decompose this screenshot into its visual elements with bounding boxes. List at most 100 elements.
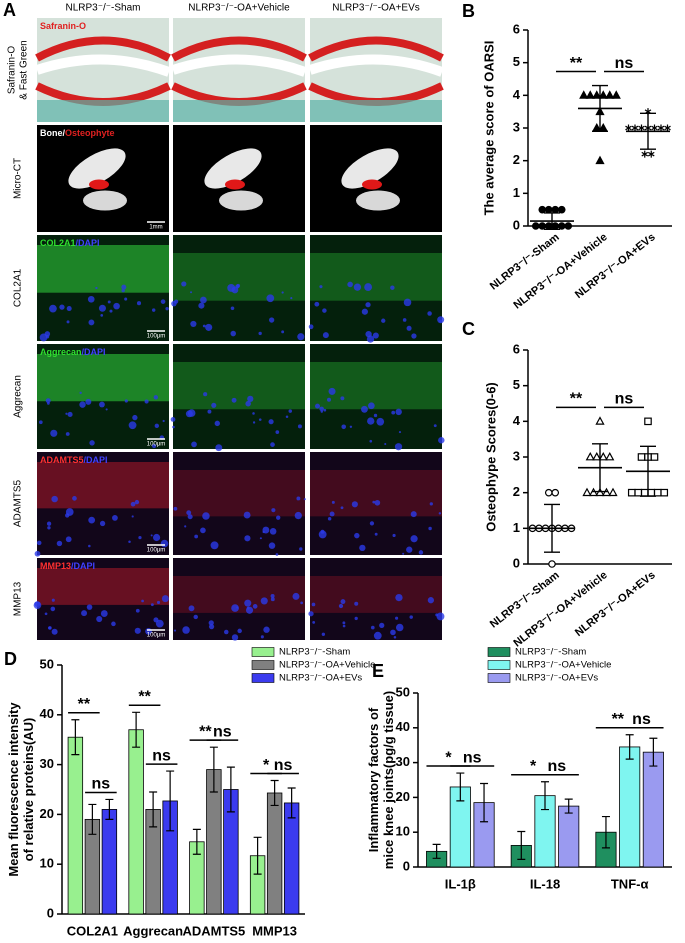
nucleus (208, 620, 214, 626)
error-bar (105, 798, 114, 820)
data-point (640, 488, 649, 497)
significance-label: ** (570, 55, 583, 72)
nucleus (131, 515, 134, 518)
micrograph (37, 344, 169, 449)
stain-band (173, 253, 305, 301)
nucleus (156, 600, 161, 605)
nucleus (205, 323, 213, 331)
stain-label: MMP13/DAPI (40, 561, 95, 571)
tissue (35, 36, 171, 62)
nucleus (112, 515, 118, 521)
nucleus (224, 629, 229, 635)
error-bar (132, 711, 141, 748)
nucleus (95, 286, 98, 290)
nucleus (144, 399, 149, 404)
y-tick-label: 6 (513, 341, 520, 356)
data-point (631, 124, 639, 132)
nucleus (190, 320, 197, 328)
nucleus (150, 534, 153, 537)
nucleus (379, 622, 385, 629)
error-bar (166, 770, 175, 832)
data-point (608, 487, 618, 497)
stain-label: COL2A1/DAPI (40, 238, 100, 248)
data-point (595, 416, 605, 425)
stroma (173, 100, 305, 122)
x-tick-label: IL-18 (530, 876, 560, 891)
nucleus (364, 283, 373, 292)
nucleus (121, 288, 125, 293)
nucleus (65, 536, 72, 543)
error-bar (649, 737, 658, 767)
nucleus (406, 546, 413, 553)
nucleus (353, 283, 362, 291)
nucleus (365, 330, 372, 338)
x-tick-label: ADAMTS5 (182, 923, 245, 938)
significance-label: ** (78, 696, 91, 713)
nucleus (290, 297, 293, 300)
nucleus (67, 411, 73, 417)
nucleus (252, 421, 256, 424)
nucleus (202, 324, 206, 328)
image-background (310, 235, 442, 341)
nucleus (45, 334, 50, 339)
nucleus (384, 442, 387, 446)
data-point (557, 205, 566, 214)
nucleus (161, 595, 169, 603)
data-point (598, 122, 608, 132)
x-tick-label: NLRP3⁻/⁻-OA+Vehicle (511, 569, 609, 649)
nucleus (187, 514, 193, 520)
nucleus (393, 635, 397, 639)
nucleus (51, 495, 58, 503)
legend-label: NLRP3⁻/⁻-OA+Vehicle (515, 660, 611, 671)
stain-band (310, 576, 442, 613)
scale-label: 100μm (147, 334, 165, 340)
nucleus (368, 402, 375, 410)
data-point (531, 222, 540, 230)
data-point (605, 90, 615, 99)
y-tick-label: 2 (513, 152, 520, 167)
nucleus (354, 616, 358, 621)
nucleus (410, 535, 418, 543)
data-point (625, 124, 632, 132)
bar (128, 729, 144, 915)
nucleus (187, 409, 196, 417)
data-point (660, 488, 669, 497)
row-label: COL2A1 (13, 268, 24, 307)
micrograph (308, 18, 444, 122)
nucleus (190, 291, 193, 294)
nucleus (322, 308, 327, 313)
stain-part: COL2A1 (40, 238, 76, 248)
error-bar (541, 781, 549, 811)
y-tick-label: 4 (513, 413, 521, 428)
panel-label: C (462, 319, 475, 339)
legend-label: NLRP3⁻/⁻-OA+EVs (279, 673, 362, 684)
nucleus (270, 442, 275, 447)
data-point (592, 451, 602, 461)
nucleus (331, 500, 335, 504)
stain-band (310, 253, 442, 301)
column-label: NLRP3⁻/⁻-OA+Vehicle (188, 3, 290, 14)
nucleus (369, 521, 375, 526)
bone (68, 148, 126, 189)
significance-label: ns (463, 749, 482, 766)
y-tick-label: 0 (47, 905, 54, 920)
data-point (637, 453, 646, 461)
nucleus (338, 603, 344, 609)
y-tick-label: 40 (40, 706, 54, 721)
bone (204, 148, 262, 189)
nucleus (128, 421, 137, 430)
significance-label: ns (615, 391, 634, 408)
significance-label: ** (570, 391, 583, 408)
nucleus (244, 599, 252, 607)
x-tick-label: MMP13 (252, 923, 297, 938)
nucleus (268, 542, 276, 549)
nucleus (81, 610, 88, 617)
nucleus (124, 297, 128, 301)
nucleus (153, 395, 159, 400)
nucleus (132, 414, 138, 421)
nucleus (402, 318, 407, 322)
y-tick-label: 10 (40, 856, 54, 871)
nucleus (315, 403, 320, 409)
nucleus (184, 525, 187, 528)
micrograph (310, 344, 445, 451)
